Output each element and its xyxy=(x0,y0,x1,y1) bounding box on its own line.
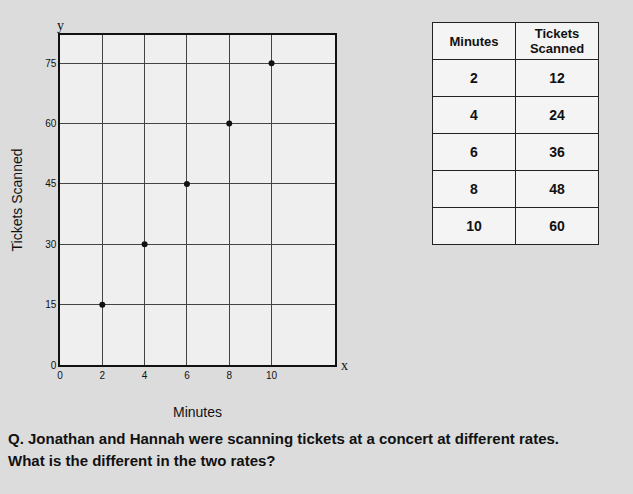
svg-text:30: 30 xyxy=(45,239,57,250)
svg-text:15: 15 xyxy=(45,299,57,310)
html-text:Minutes: Minutes xyxy=(449,33,499,49)
html-text:10: 10 xyxy=(466,218,482,234)
html-text:24: 24 xyxy=(549,107,565,123)
svg-text:0: 0 xyxy=(57,370,63,381)
svg-text:8: 8 xyxy=(226,370,232,381)
html-text:Tickets Scanned: Tickets Scanned xyxy=(529,26,585,56)
html-text:4: 4 xyxy=(470,107,478,123)
svg-text:10: 10 xyxy=(266,370,278,381)
svg-text:2: 2 xyxy=(100,370,106,381)
html-text:60: 60 xyxy=(549,218,565,234)
svg-text:45: 45 xyxy=(45,178,57,189)
html-text:48: 48 xyxy=(549,181,565,197)
svg-text:0: 0 xyxy=(51,360,57,371)
svg-text:y: y xyxy=(57,18,64,33)
html-text:8: 8 xyxy=(470,181,478,197)
html-text:36: 36 xyxy=(549,144,565,160)
svg-text:x: x xyxy=(341,358,348,373)
html-text:12: 12 xyxy=(549,70,565,86)
svg-text:4: 4 xyxy=(142,370,148,381)
html-text:2: 2 xyxy=(470,70,478,86)
html-text:Q. Jonathan and Hannah were sc: Q. Jonathan and Hannah were scanning tic… xyxy=(8,430,559,447)
html-text:What is the different in the t: What is the different in the two rates? xyxy=(8,452,276,469)
svg-text:Minutes: Minutes xyxy=(173,404,222,420)
svg-text:6: 6 xyxy=(184,370,190,381)
svg-text:75: 75 xyxy=(45,58,57,69)
svg-text:60: 60 xyxy=(45,118,57,129)
html-text:6: 6 xyxy=(470,144,478,160)
svg-text:Tickets Scanned: Tickets Scanned xyxy=(9,149,25,252)
